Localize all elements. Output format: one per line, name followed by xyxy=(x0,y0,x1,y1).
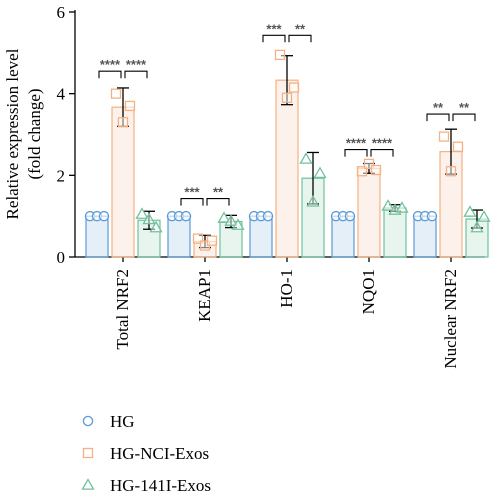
data-point xyxy=(426,210,438,222)
y-tick-label: 4 xyxy=(57,85,66,104)
bar xyxy=(111,106,135,258)
significance-label: **** xyxy=(100,57,121,72)
x-tick-label: NQO1 xyxy=(359,269,378,314)
significance-bracket xyxy=(452,113,476,122)
legend-label: HG-NCI-Exos xyxy=(110,444,209,463)
legend-label: HG-141I-Exos xyxy=(110,476,211,495)
significance-label: **** xyxy=(372,136,393,151)
y-axis-title: Relative expression level (fold change) xyxy=(3,48,44,219)
y-tick-label: 0 xyxy=(57,248,66,267)
bar xyxy=(383,207,407,258)
significance-bracket xyxy=(124,70,148,79)
data-point xyxy=(438,131,450,142)
data-point xyxy=(452,141,464,152)
significance-bracket xyxy=(98,70,122,79)
significance-label: ** xyxy=(433,100,444,115)
data-point xyxy=(477,210,491,222)
significance-bracket xyxy=(370,149,394,157)
significance-label: **** xyxy=(346,136,367,151)
data-point xyxy=(363,158,375,170)
significance-bracket xyxy=(288,34,312,43)
data-point xyxy=(217,211,231,223)
data-point xyxy=(224,214,238,226)
significance-label: **** xyxy=(126,57,147,72)
data-point xyxy=(81,478,95,490)
x-tick-label: HO-1 xyxy=(277,269,296,308)
x-tick-labels: Total NRF2 KEAP1 HO-1 NQO1 Nuclear NRF2 xyxy=(113,269,460,369)
data-point xyxy=(124,100,136,112)
significance-label: ** xyxy=(213,185,224,200)
x-tick-label: Nuclear NRF2 xyxy=(441,269,460,369)
data-point xyxy=(206,235,218,246)
bar xyxy=(167,215,191,258)
legend-label: HG xyxy=(110,412,135,431)
y-tick-label: 2 xyxy=(57,166,66,185)
significance-label: *** xyxy=(184,185,200,200)
bar xyxy=(413,215,437,258)
bars xyxy=(85,79,489,258)
x-tick-label: KEAP1 xyxy=(195,269,214,322)
significance-label: ** xyxy=(459,100,470,115)
y-axis-title-line: Relative expression level xyxy=(3,48,22,219)
bar xyxy=(249,215,273,258)
data-point xyxy=(149,220,163,233)
y-tick-label: 6 xyxy=(57,3,66,22)
data-point xyxy=(135,207,149,219)
data-point xyxy=(142,212,156,225)
data-point xyxy=(231,218,245,230)
data-point xyxy=(381,199,395,211)
data-point xyxy=(82,447,94,459)
bar xyxy=(85,215,109,258)
data-point xyxy=(463,205,477,217)
data-point xyxy=(299,152,313,164)
data-point xyxy=(445,166,457,177)
data-point xyxy=(262,210,274,222)
data-point xyxy=(370,164,382,176)
data-point xyxy=(117,117,129,128)
significance-bracket xyxy=(344,149,368,157)
significance-bracket xyxy=(180,198,204,206)
significance-bracket xyxy=(426,113,450,122)
data-points xyxy=(84,49,491,251)
bar xyxy=(331,215,355,258)
data-point xyxy=(395,201,409,213)
data-point xyxy=(180,210,192,222)
significance-bracket xyxy=(262,34,286,43)
legend: HG HG-NCI-Exos HG-141I-Exos xyxy=(81,412,211,495)
data-point xyxy=(274,49,286,61)
data-point xyxy=(470,220,484,233)
data-point xyxy=(82,415,94,427)
data-point xyxy=(110,88,122,99)
data-point xyxy=(98,210,110,222)
data-point xyxy=(344,210,356,222)
data-point xyxy=(192,233,204,244)
data-point xyxy=(281,92,293,103)
data-point xyxy=(313,166,327,179)
significance-markers: **** ******* ***** ****** ****** ** xyxy=(98,21,476,206)
bar xyxy=(275,79,299,258)
data-point xyxy=(306,195,320,207)
bar xyxy=(357,167,381,258)
x-tick-label: Total NRF2 xyxy=(113,269,132,350)
significance-bracket xyxy=(206,198,230,206)
y-axis-title-line: (fold change) xyxy=(25,88,44,179)
significance-label: ** xyxy=(295,21,306,36)
data-point xyxy=(356,166,368,177)
significance-label: *** xyxy=(266,21,282,36)
data-point xyxy=(288,82,300,93)
